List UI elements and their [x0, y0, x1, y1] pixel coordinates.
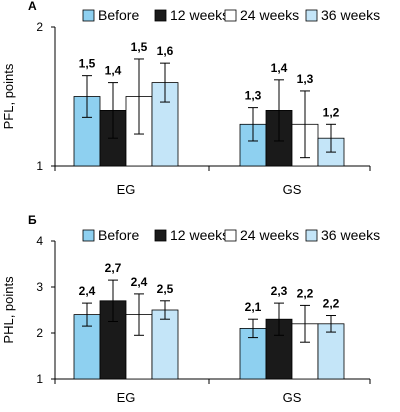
legend-entry: 12 weeks: [170, 227, 229, 243]
legend-swatch: [82, 9, 95, 22]
data-label: 1,5: [131, 40, 148, 54]
y-tick-label: 4: [36, 234, 43, 248]
legend-entry: 36 weeks: [321, 227, 380, 243]
chart-panel-1: Б Before 12 weeks 24 weeks 36 weeks 1 2 3 4 PHL, …: [1, 213, 380, 405]
legend-entry: Before: [98, 7, 139, 23]
y-tick-label: 2: [36, 326, 43, 340]
category-label: GS: [283, 390, 302, 405]
chart-panel-0: А Before 12 weeks 24 weeks 36 weeks 1 2 PFL, po…: [1, 0, 380, 197]
panel-label: Б: [28, 213, 37, 227]
legend-entry: 24 weeks: [240, 227, 299, 243]
data-label: 2,4: [131, 275, 148, 289]
category-label: EG: [117, 390, 136, 405]
category-label: EG: [117, 182, 136, 197]
panel-label: А: [28, 0, 37, 13]
legend-swatch: [224, 229, 237, 242]
legend-swatch: [154, 229, 167, 242]
y-axis-label: PHL, points: [1, 276, 16, 344]
y-tick-label: 2: [36, 20, 43, 34]
y-tick-label: 1: [36, 159, 43, 173]
y-tick-label: 3: [36, 280, 43, 294]
legend-swatch: [305, 9, 318, 22]
legend-swatch: [224, 9, 237, 22]
y-tick-label: 1: [36, 372, 43, 386]
data-label: 2,3: [271, 284, 288, 298]
bar: [151, 309, 179, 380]
data-label: 2,1: [245, 300, 262, 314]
legend-entry: 36 weeks: [321, 7, 380, 23]
data-label: 1,6: [157, 44, 174, 58]
data-label: 1,3: [297, 72, 314, 86]
y-axis-label: PFL, points: [1, 63, 16, 129]
legend-swatch: [305, 229, 318, 242]
data-label: 1,3: [245, 89, 262, 103]
category-label: GS: [283, 182, 302, 197]
data-label: 1,2: [323, 105, 340, 119]
data-label: 2,5: [157, 282, 174, 296]
legend-entry: Before: [98, 227, 139, 243]
data-label: 2,7: [105, 261, 122, 275]
legend-entry: 24 weeks: [240, 7, 299, 23]
data-label: 2,2: [297, 286, 314, 300]
data-label: 1,5: [79, 57, 96, 71]
legend-swatch: [154, 9, 167, 22]
data-label: 2,4: [79, 284, 96, 298]
data-label: 2,2: [323, 297, 340, 311]
data-label: 1,4: [105, 64, 122, 78]
legend-entry: 12 weeks: [170, 7, 229, 23]
legend-swatch: [82, 229, 95, 242]
bar: [317, 323, 345, 380]
data-label: 1,4: [271, 61, 288, 75]
